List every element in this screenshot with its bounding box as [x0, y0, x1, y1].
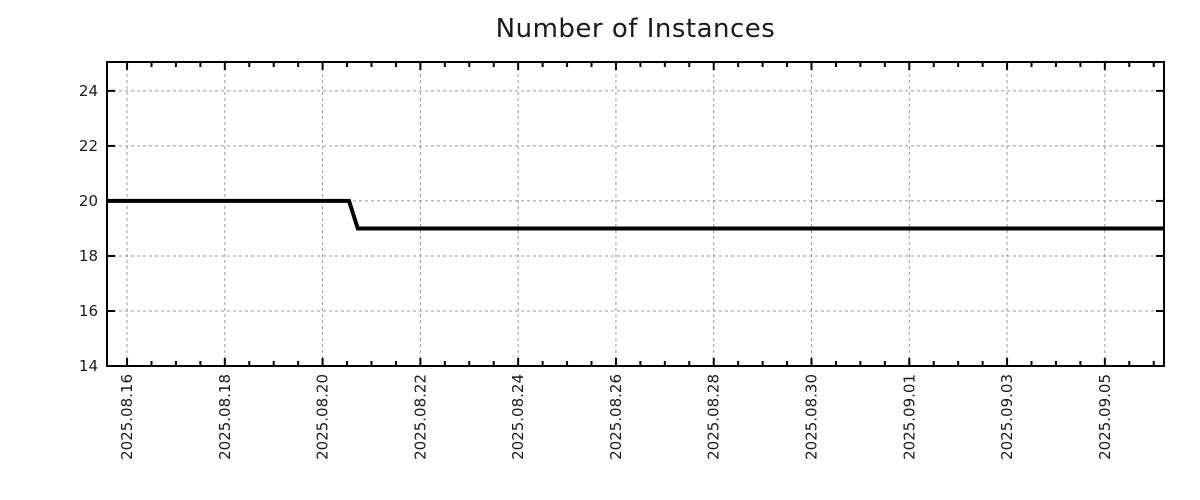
y-tick-label: 20 [79, 192, 98, 210]
y-tick-label: 22 [79, 137, 98, 155]
y-tick-label: 24 [79, 82, 98, 100]
x-tick-label: 2025.09.01 [900, 374, 918, 460]
x-tick-label: 2025.08.30 [803, 374, 821, 460]
y-tick-label: 18 [79, 247, 98, 265]
x-tick-label: 2025.09.03 [998, 374, 1016, 460]
x-tick-label: 2025.08.18 [216, 374, 234, 460]
x-tick-label: 2025.08.26 [607, 374, 625, 460]
x-tick-label: 2025.08.16 [118, 374, 136, 460]
x-tick-label: 2025.08.24 [509, 374, 527, 460]
x-tick-label: 2025.08.28 [705, 374, 723, 460]
axis-frame [106, 61, 1165, 367]
y-tick-label: 16 [79, 302, 98, 320]
chart-title: Number of Instances [495, 14, 776, 44]
y-tick-label: 14 [79, 357, 98, 375]
x-tick-label: 2025.08.20 [314, 374, 332, 460]
series-line-number-of-instances [107, 198, 1164, 231]
x-tick-label: 2025.08.22 [411, 374, 429, 460]
x-tick-label: 2025.09.05 [1096, 374, 1114, 460]
